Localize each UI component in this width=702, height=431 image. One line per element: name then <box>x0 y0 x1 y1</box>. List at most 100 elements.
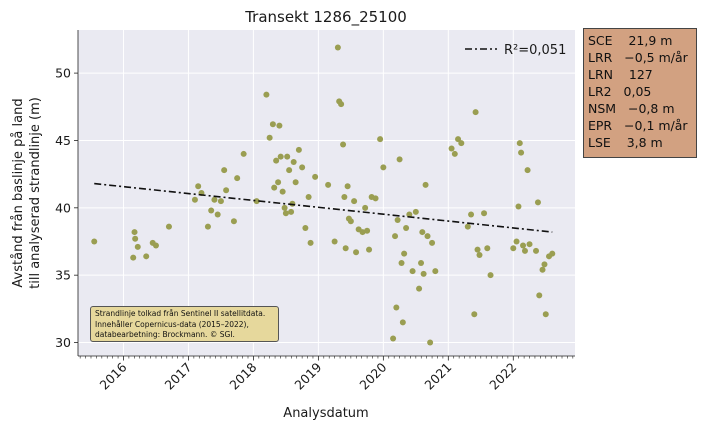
data-point <box>451 150 458 157</box>
stat-row-nsm: NSM −0,8 m <box>588 100 696 117</box>
data-point <box>534 199 541 206</box>
data-point <box>281 204 288 211</box>
data-point <box>277 153 284 160</box>
data-point <box>132 235 139 242</box>
stat-row-lse: LSE 3,8 m <box>588 134 696 151</box>
data-point <box>341 194 348 201</box>
data-point <box>541 261 548 268</box>
data-point <box>377 136 384 143</box>
chart-title: Transekt 1286_25100 <box>244 8 407 27</box>
data-point <box>403 225 410 232</box>
data-point <box>276 122 283 129</box>
data-point <box>458 140 465 147</box>
data-point <box>464 223 471 230</box>
data-points <box>91 44 556 346</box>
x-tick-label: 2016 <box>96 359 129 392</box>
note-line: databearbetning: Brockmann. © SGI. <box>95 330 235 339</box>
data-point <box>134 243 141 250</box>
stat-row-lrr: LRR −0,5 m/år <box>588 49 696 66</box>
data-point <box>468 211 475 218</box>
stat-row-epr: EPR −0,1 m/år <box>588 117 696 134</box>
data-point <box>401 250 408 257</box>
data-point <box>536 292 543 299</box>
data-point <box>275 179 282 186</box>
data-point <box>290 159 297 166</box>
data-point <box>271 184 278 191</box>
data-point <box>312 173 319 180</box>
stat-value: 21,9 m <box>628 33 673 48</box>
data-point <box>131 229 138 236</box>
data-point <box>292 179 299 186</box>
data-point <box>549 250 556 257</box>
data-point <box>214 211 221 218</box>
data-point <box>263 91 270 98</box>
data-point <box>351 198 358 205</box>
trend-line-layer <box>94 182 553 233</box>
stat-name: LSE <box>588 135 611 150</box>
stat-name: LRN <box>588 67 613 82</box>
data-point <box>347 218 354 225</box>
data-point <box>143 253 150 260</box>
data-point <box>398 260 405 267</box>
data-point <box>286 167 293 174</box>
data-point <box>418 260 425 267</box>
data-point <box>331 238 338 245</box>
data-point <box>295 146 302 153</box>
stat-name: NSM <box>588 101 617 116</box>
y-tick-label: 45 <box>55 133 71 148</box>
data-point <box>542 311 549 318</box>
note-line: Strandlinje tolkad från Sentinel II sate… <box>95 309 266 318</box>
data-point <box>230 218 237 225</box>
stat-row-sce: SCE 21,9 m <box>588 32 696 49</box>
data-point <box>221 167 228 174</box>
data-point <box>521 247 528 254</box>
stat-value: 0,05 <box>623 84 652 99</box>
data-point <box>195 183 202 190</box>
data-point <box>288 208 295 215</box>
data-point <box>342 245 349 252</box>
data-point <box>284 153 291 160</box>
legend: R²=0,051 <box>465 43 566 58</box>
data-point <box>299 164 306 171</box>
stat-value: −0,5 m/år <box>624 50 688 65</box>
data-point <box>399 319 406 326</box>
data-point <box>307 239 314 246</box>
data-point <box>253 198 260 205</box>
data-point <box>472 109 479 116</box>
data-point <box>279 188 286 195</box>
legend-label: R²=0,051 <box>504 43 566 58</box>
y-tick-label: 35 <box>55 268 71 283</box>
stat-row-lr2: LR2 0,05 <box>588 83 696 100</box>
data-point <box>396 156 403 163</box>
data-point <box>282 210 289 217</box>
y-tick-label: 30 <box>55 335 71 350</box>
data-point <box>392 233 399 240</box>
data-point <box>344 183 351 190</box>
data-point <box>269 121 276 128</box>
y-tick-label: 50 <box>55 66 71 81</box>
plot-area <box>78 30 575 356</box>
y-axis-label-line1: Avstånd från baslinje på land <box>11 98 26 287</box>
data-point <box>394 216 401 223</box>
data-point <box>513 238 520 245</box>
data-point <box>420 270 427 277</box>
y-axis-label-line2: till analyserad strandlinje (m) <box>28 97 43 289</box>
data-point <box>223 187 230 194</box>
data-point <box>432 268 439 275</box>
data-point <box>448 145 455 152</box>
x-tick-label: 2018 <box>226 359 259 392</box>
data-point <box>234 175 241 182</box>
trend-line <box>94 182 553 233</box>
data-point <box>424 233 431 240</box>
x-axis-label: Analysdatum <box>283 406 368 421</box>
x-tick-label: 2022 <box>486 360 519 393</box>
data-point <box>419 229 426 236</box>
data-point <box>362 204 369 211</box>
data-point <box>191 196 198 203</box>
stat-value: −0,1 m/år <box>624 118 688 133</box>
data-point <box>353 249 360 256</box>
data-point <box>526 241 533 248</box>
data-point <box>520 242 527 249</box>
data-point <box>416 285 423 292</box>
